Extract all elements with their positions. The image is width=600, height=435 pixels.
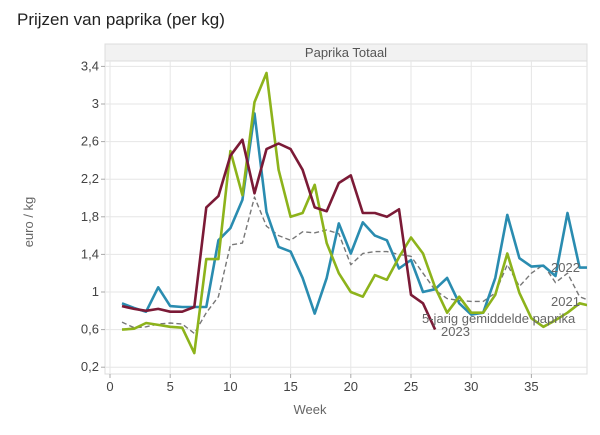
label-2021: 2021 — [551, 294, 580, 309]
y-tick-label: 3 — [92, 96, 99, 111]
series-lines — [121, 71, 587, 355]
x-tick-label: 10 — [223, 379, 237, 394]
y-tick-label: 2,2 — [81, 171, 99, 186]
y-tick-label: 0,6 — [81, 322, 99, 337]
x-tick-label: 35 — [524, 379, 538, 394]
x-axis-label: Week — [294, 402, 327, 417]
x-tick-label: 20 — [344, 379, 358, 394]
y-tick-label: 1 — [92, 284, 99, 299]
panel-title: Paprika Totaal — [305, 45, 387, 60]
y-axis-label: euro / kg — [21, 197, 36, 248]
label-5-jarig-gemiddelde: 5-jarig gemiddelde paprika — [422, 311, 576, 326]
series-line-2023 — [121, 138, 437, 331]
x-tick-label: 5 — [167, 379, 174, 394]
label-2023: 2023 — [441, 324, 470, 339]
y-axis: 0,2 0,6 1 1,4 1,8 2,2 2,6 3 3,4 — [81, 58, 105, 374]
y-tick-label: 1,8 — [81, 209, 99, 224]
y-tick-label: 1,4 — [81, 246, 99, 261]
x-tick-label: 30 — [464, 379, 478, 394]
y-tick-label: 0,2 — [81, 359, 99, 374]
label-2022: 2022 — [551, 260, 580, 275]
y-tick-label: 3,4 — [81, 58, 99, 73]
x-tick-label: 15 — [283, 379, 297, 394]
series-line-2021 — [121, 71, 587, 355]
x-tick-label: 25 — [404, 379, 418, 394]
x-tick-label: 0 — [106, 379, 113, 394]
x-axis: 0 5 10 15 20 25 30 35 — [106, 374, 539, 394]
chart-title: Prijzen van paprika (per kg) — [17, 10, 225, 29]
y-tick-label: 2,6 — [81, 134, 99, 149]
